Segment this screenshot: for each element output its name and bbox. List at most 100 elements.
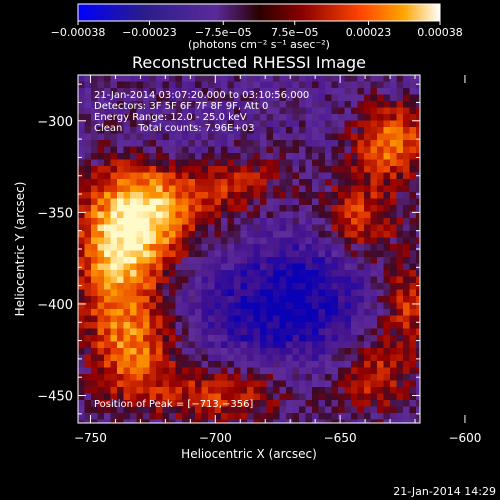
heatmap-cell	[201, 367, 209, 375]
heatmap-cell	[279, 276, 287, 284]
heatmap-cell	[357, 263, 365, 271]
heatmap-cell	[318, 81, 326, 89]
heatmap-cell	[188, 380, 196, 388]
heatmap-cell	[266, 257, 274, 264]
heatmap-cell	[117, 374, 124, 381]
heatmap-cell	[279, 224, 287, 232]
heatmap-cell	[214, 296, 222, 303]
heatmap-cell	[409, 400, 417, 407]
heatmap-cell	[78, 309, 85, 316]
heatmap-cell	[338, 172, 345, 180]
heatmap-cell	[91, 250, 98, 258]
heatmap-cell	[390, 211, 397, 219]
heatmap-cell	[221, 94, 228, 102]
heatmap-cell	[195, 172, 202, 180]
heatmap-cell	[214, 328, 222, 336]
heatmap-cell	[377, 205, 384, 212]
heatmap-cell	[117, 387, 124, 394]
heatmap-cell	[260, 224, 267, 232]
heatmap-cell	[195, 140, 202, 147]
heatmap-cell	[396, 88, 404, 95]
heatmap-cell	[221, 120, 228, 128]
heatmap-cell	[214, 413, 222, 420]
heatmap-cell	[351, 315, 358, 323]
heatmap-cell	[201, 406, 209, 414]
heatmap-cell	[266, 120, 274, 128]
heatmap-cell	[208, 289, 215, 297]
heatmap-cell	[136, 413, 144, 420]
heatmap-cell	[182, 322, 189, 329]
heatmap-cell	[266, 400, 274, 407]
colorbar-ticks: −0.00038 −0.00023 −7.5e−05 7.5e−05 0.00023 0.…	[51, 21, 463, 39]
heatmap-cell	[104, 81, 111, 89]
heatmap-cell	[305, 81, 313, 89]
heatmap-cell	[292, 348, 300, 355]
heatmap-cell	[221, 296, 228, 303]
heatmap-cell	[208, 107, 215, 115]
heatmap-cell	[156, 283, 163, 290]
heatmap-cell	[292, 335, 300, 342]
heatmap-cell	[279, 159, 287, 167]
heatmap-cell	[305, 309, 313, 316]
heatmap-cell	[175, 107, 183, 115]
heatmap-cell	[123, 419, 131, 423]
heatmap-cell	[110, 244, 118, 251]
heatmap-cell	[234, 81, 241, 89]
heatmap-cell	[370, 393, 378, 401]
heatmap-cell	[357, 224, 365, 232]
heatmap-cell	[156, 224, 163, 232]
heatmap-cell	[260, 348, 267, 355]
heatmap-cell	[357, 419, 365, 423]
heatmap-cell	[234, 192, 241, 199]
heatmap-cell	[266, 101, 274, 108]
heatmap-cell	[110, 192, 118, 199]
heatmap-cell	[396, 120, 404, 128]
heatmap-cell	[318, 322, 326, 329]
heatmap-cell	[169, 237, 176, 245]
heatmap-cell	[390, 166, 397, 173]
heatmap-cell	[286, 315, 293, 323]
heatmap-cell	[279, 413, 287, 420]
heatmap-cell	[344, 328, 352, 336]
heatmap-cell	[305, 367, 313, 375]
heatmap-cell	[390, 250, 397, 258]
heatmap-cell	[117, 192, 124, 199]
heatmap-cell	[208, 120, 215, 128]
heatmap-cell	[351, 374, 358, 381]
heatmap-cell	[240, 354, 248, 362]
heatmap-cell	[240, 133, 248, 141]
heatmap-cell	[240, 81, 248, 89]
heatmap-cell	[325, 75, 332, 82]
heatmap-cell	[409, 309, 417, 316]
heatmap-cell	[169, 400, 176, 407]
heatmap-cell	[351, 153, 358, 160]
heatmap-cell	[195, 387, 202, 394]
heatmap-cell	[318, 315, 326, 323]
heatmap-cell	[344, 133, 352, 141]
heatmap-cell	[169, 250, 176, 258]
heatmap-cell	[325, 107, 332, 115]
heatmap-cell	[260, 101, 267, 108]
heatmap-cell	[117, 133, 124, 141]
heatmap-cell	[91, 315, 98, 323]
heatmap-cell	[286, 309, 293, 316]
heatmap-cell	[370, 172, 378, 180]
heatmap-cell	[234, 75, 241, 82]
heatmap-cell	[331, 413, 339, 420]
heatmap-cell	[338, 309, 345, 316]
heatmap-cell	[325, 211, 332, 219]
heatmap-cell	[279, 107, 287, 115]
heatmap-cell	[84, 120, 92, 128]
heatmap-cell	[104, 224, 111, 232]
heatmap-cell	[149, 283, 157, 290]
heatmap-cell	[234, 413, 241, 420]
heatmap-cell	[227, 224, 235, 232]
heatmap-cell	[390, 361, 397, 368]
heatmap-cell	[136, 185, 144, 193]
heatmap-cell	[175, 211, 183, 219]
heatmap-cell	[149, 211, 157, 219]
heatmap-cell	[260, 387, 267, 394]
heatmap-cell	[143, 309, 150, 316]
heatmap-cell	[182, 400, 189, 407]
heatmap-cell	[377, 231, 384, 238]
